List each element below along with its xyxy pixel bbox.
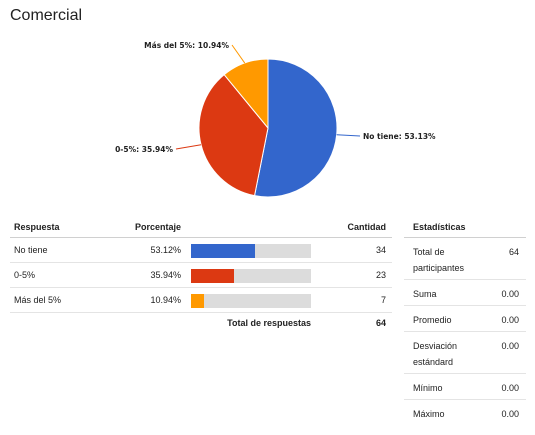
statistics-header: Estadísticas <box>413 222 466 232</box>
percentage-bar-fill <box>191 244 255 258</box>
header-cantidad: Cantidad <box>347 222 386 232</box>
pie-slice <box>223 58 269 130</box>
table-row: No tiene 53.12% 34 <box>10 238 392 263</box>
response-count: 7 <box>380 295 386 305</box>
total-value: 64 <box>375 318 386 328</box>
percentage-bar <box>191 269 311 283</box>
stats-row: Promedio 0.00 <box>404 306 526 332</box>
stat-value: 0.00 <box>501 383 519 393</box>
stat-label: Máximo <box>413 409 445 419</box>
percentage-bar <box>191 244 311 258</box>
stats-row: Suma 0.00 <box>404 280 526 306</box>
pie-slice-label: Más del 5%: 10.94% <box>144 41 229 50</box>
response-count: 23 <box>375 270 386 280</box>
stats-row: Desviación estándard 0.00 <box>404 332 526 374</box>
percentage-bar <box>191 294 311 308</box>
stat-value: 0.00 <box>501 409 519 419</box>
stat-label: Desviación estándard <box>413 341 458 367</box>
response-percentage: 53.12% <box>150 245 181 255</box>
responses-header-row: Respuesta Porcentaje Cantidad <box>10 217 392 238</box>
response-label: 0-5% <box>14 270 36 280</box>
total-label: Total de respuestas <box>227 318 311 328</box>
pie-leader-line <box>175 144 202 150</box>
pie-leader-line <box>231 44 246 64</box>
table-row: Más del 5% 10.94% 7 <box>10 288 392 313</box>
stat-value: 64 <box>508 247 519 257</box>
stat-label: Mínimo <box>413 383 443 393</box>
response-label: No tiene <box>14 245 48 255</box>
stat-value: 0.00 <box>501 315 519 325</box>
stat-label: Suma <box>413 289 437 299</box>
table-row: 0-5% 35.94% 23 <box>10 263 392 288</box>
response-percentage: 10.94% <box>150 295 181 305</box>
response-label: Más del 5% <box>14 295 62 305</box>
pie-chart: No tiene: 53.13% 0-5%: 35.94% Más del 5%: … <box>115 41 436 198</box>
stats-row: Total de participantes 64 <box>404 238 526 280</box>
stats-row: Mínimo 0.00 <box>404 374 526 400</box>
pie-slice-label: 0-5%: 35.94% <box>115 145 173 154</box>
responses-total-row: Total de respuestas 64 <box>10 313 392 333</box>
statistics-table: Estadísticas Total de participantes 64 Sum… <box>404 217 526 425</box>
stat-label: Total de participantes <box>413 247 465 273</box>
responses-table: Respuesta Porcentaje Cantidad No tiene 53… <box>10 217 392 333</box>
response-count: 34 <box>375 245 386 255</box>
pie-slice <box>198 73 269 197</box>
stat-value: 0.00 <box>501 341 519 351</box>
page-title: Comercial <box>10 7 83 24</box>
stat-value: 0.00 <box>501 289 519 299</box>
percentage-bar-fill <box>191 269 235 283</box>
percentage-bar-fill <box>191 294 205 308</box>
response-percentage: 35.94% <box>150 270 181 280</box>
statistics-header-row: Estadísticas <box>404 217 526 238</box>
pie-leader-line <box>336 134 361 137</box>
header-porcentaje: Porcentaje <box>134 222 181 232</box>
header-respuesta: Respuesta <box>14 222 60 232</box>
pie-slice-label: No tiene: 53.13% <box>363 132 436 141</box>
stat-label: Promedio <box>413 315 452 325</box>
stats-row: Máximo 0.00 <box>404 400 526 425</box>
